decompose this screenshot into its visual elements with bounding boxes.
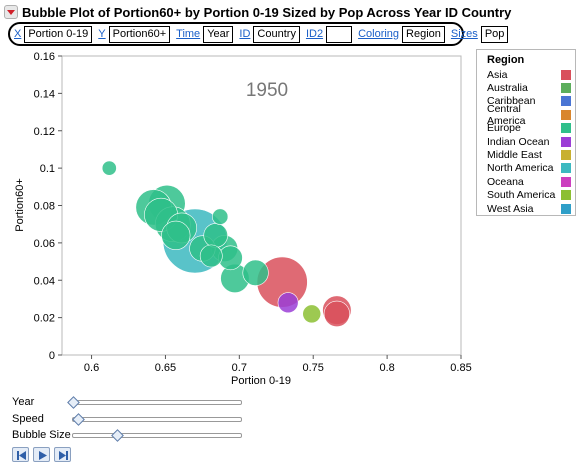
x-tick-label: 0.85: [450, 362, 471, 374]
bubble[interactable]: [161, 220, 191, 251]
role-link-6[interactable]: Sizes: [450, 28, 478, 40]
legend-item[interactable]: South America: [487, 189, 571, 202]
legend-label: Oceana: [487, 175, 524, 188]
x-axis-label: Portion 0-19: [231, 375, 291, 387]
bubble[interactable]: [277, 292, 299, 314]
speed-slider-label: Speed: [12, 413, 44, 425]
legend-item[interactable]: North America: [487, 162, 571, 175]
bubble[interactable]: [302, 304, 322, 324]
legend-label: Caribbean: [487, 95, 536, 108]
legend-swatch: [561, 83, 571, 94]
legend-label: Australia: [487, 82, 528, 95]
legend-label: North America: [487, 162, 554, 175]
x-tick-label: 0.6: [84, 362, 99, 374]
legend-item[interactable]: Caribbean: [487, 95, 571, 108]
legend-item[interactable]: Asia: [487, 68, 571, 81]
x-tick-label: 0.65: [155, 362, 176, 374]
legend-swatch: [561, 163, 571, 174]
legend-item[interactable]: West Asia: [487, 202, 571, 215]
play-button[interactable]: [33, 447, 50, 462]
bubble[interactable]: [323, 300, 350, 327]
y-tick-label: 0.1: [40, 163, 55, 175]
year-slider-label: Year: [12, 396, 35, 408]
legend-item[interactable]: Indian Ocean: [487, 135, 571, 148]
bubble[interactable]: [242, 259, 269, 286]
legend-item[interactable]: Europe: [487, 122, 571, 135]
legend-swatch: [561, 69, 571, 80]
y-tick-label: 0.02: [34, 313, 55, 325]
role-value-5[interactable]: Region: [402, 25, 445, 43]
legend-swatch: [561, 176, 571, 187]
legend-swatch: [561, 96, 571, 107]
legend-item[interactable]: Middle East: [487, 148, 571, 161]
step-back-icon: [17, 451, 26, 460]
role-value-4[interactable]: [326, 25, 353, 43]
year-slider[interactable]: [72, 400, 242, 405]
legend-title: Region: [487, 54, 525, 66]
y-tick-label: 0.16: [34, 51, 55, 63]
y-tick-label: 0.08: [34, 201, 55, 213]
play-icon: [39, 451, 47, 460]
bubble[interactable]: [211, 208, 229, 225]
role-value-0[interactable]: Portion 0-19: [24, 25, 93, 43]
title-bar: Bubble Plot of Portion60+ by Portion 0-1…: [4, 3, 511, 21]
role-value-1[interactable]: Portion60+: [108, 25, 171, 43]
bubble[interactable]: [101, 160, 117, 176]
x-tick-label: 0.8: [379, 362, 394, 374]
bubble-size-slider[interactable]: [72, 433, 242, 438]
red-triangle-menu-icon[interactable]: [4, 5, 18, 19]
bubble-size-slider-label: Bubble Size: [12, 429, 71, 441]
role-link-3[interactable]: ID: [239, 28, 251, 40]
role-assignment-bar: X Portion 0-19 Y Portion60+ Time Year ID Countr…: [8, 22, 509, 46]
legend-label: Central America: [487, 102, 526, 127]
legend-swatch: [561, 190, 571, 201]
legend-item[interactable]: Central America: [487, 103, 571, 127]
current-year-label: 1950: [246, 80, 288, 101]
role-value-3[interactable]: Country: [253, 25, 300, 43]
role-value-2[interactable]: Year: [203, 25, 234, 43]
legend-label: Europe: [487, 122, 521, 135]
legend-swatch: [561, 123, 571, 134]
plot-frame: [61, 55, 462, 356]
speed-slider[interactable]: [72, 417, 242, 422]
legend-swatch: [561, 203, 571, 214]
role-link-4[interactable]: ID2: [305, 28, 324, 40]
step-forward-icon: [59, 451, 68, 460]
y-tick-label: 0.14: [34, 88, 55, 100]
y-tick-label: 0.12: [34, 126, 55, 138]
y-tick-label: 0.06: [34, 238, 55, 250]
role-link-2[interactable]: Time: [176, 28, 201, 40]
bubble[interactable]: [199, 244, 223, 268]
bubble[interactable]: [203, 223, 228, 248]
legend-swatch: [561, 109, 571, 120]
step-forward-button[interactable]: [54, 447, 71, 462]
legend-swatch: [561, 150, 571, 161]
legend-label: Middle East: [487, 149, 542, 162]
legend-label: Asia: [487, 68, 508, 81]
legend-label: Indian Ocean: [487, 135, 550, 148]
legend-label: West Asia: [487, 202, 534, 215]
step-back-button[interactable]: [12, 447, 29, 462]
legend-label: South America: [487, 189, 556, 202]
y-tick-label: 0.04: [34, 275, 55, 287]
legend-swatch: [561, 136, 571, 147]
role-link-0[interactable]: X: [14, 28, 22, 40]
legend-item[interactable]: Australia: [487, 81, 571, 94]
region-legend: Region Asia Australia Caribbean Central Ame…: [476, 49, 576, 216]
role-link-5[interactable]: Coloring: [358, 28, 400, 40]
x-tick-label: 0.7: [232, 362, 247, 374]
report-title: Bubble Plot of Portion60+ by Portion 0-1…: [22, 4, 512, 20]
x-tick-label: 0.75: [303, 362, 324, 374]
y-tick-label: 0: [49, 350, 55, 362]
legend-item[interactable]: Oceana: [487, 175, 571, 188]
y-axis-label: Portion60+: [14, 178, 26, 232]
role-link-1[interactable]: Y: [98, 28, 106, 40]
role-value-6[interactable]: Pop: [480, 25, 509, 43]
